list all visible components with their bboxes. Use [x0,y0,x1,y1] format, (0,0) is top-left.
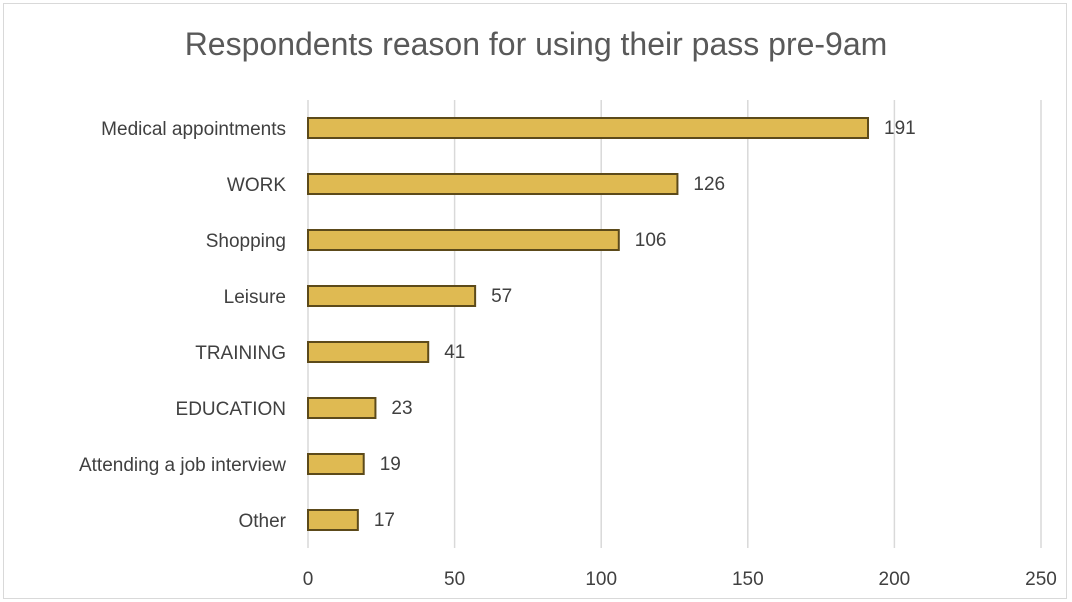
bar-2 [307,229,620,251]
category-label-6: Attending a job interview [79,455,286,476]
category-label-4: TRAINING [195,343,286,364]
bar-7 [307,509,359,531]
data-label-6: 19 [380,454,401,475]
data-label-2: 106 [635,230,667,251]
x-tick-label-200: 200 [879,569,911,590]
category-label-5: EDUCATION [176,399,286,420]
x-tick-label-50: 50 [444,569,465,590]
labels: 0 50 100 150 200 250 Medical appointments 191 WO… [79,118,1057,590]
chart-frame [3,3,1067,599]
data-label-1: 126 [693,174,725,195]
x-tick-label-0: 0 [303,569,314,590]
bar-4 [307,341,430,363]
data-label-4: 41 [444,342,465,363]
category-label-2: Shopping [206,231,286,252]
x-tick-label-100: 100 [585,569,617,590]
x-tick-label-150: 150 [732,569,764,590]
bar-0 [307,117,870,139]
category-label-3: Leisure [224,287,286,308]
bar-1 [307,173,679,195]
bar-5 [307,397,377,419]
chart-title: Respondents reason for using their pass … [184,26,888,62]
data-label-0: 191 [884,118,916,139]
category-label-7: Other [238,511,286,532]
bar-6 [307,453,365,475]
category-label-0: Medical appointments [101,119,286,140]
gridlines [307,100,1042,548]
data-label-3: 57 [491,286,512,307]
data-label-7: 17 [374,510,395,531]
bar-3 [307,285,477,307]
category-label-1: WORK [227,175,286,196]
bars [307,117,870,531]
data-label-5: 23 [391,398,412,419]
x-tick-label-250: 250 [1025,569,1057,590]
